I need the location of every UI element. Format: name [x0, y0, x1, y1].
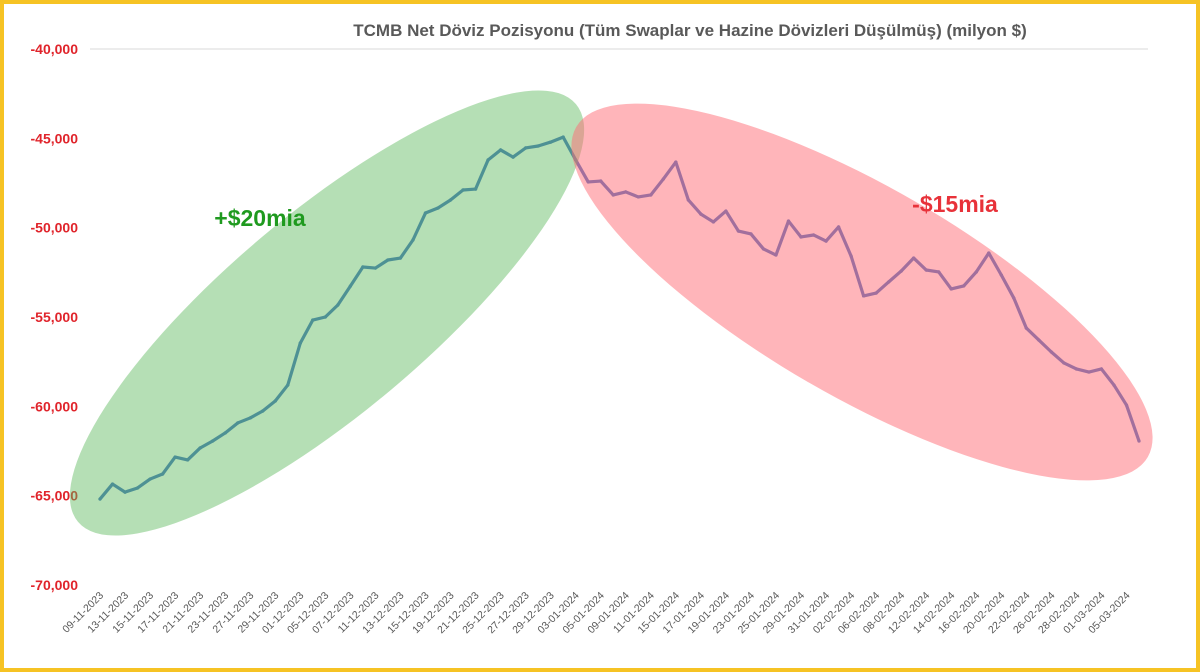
data-point [398, 256, 403, 260]
data-point [536, 144, 540, 148]
chart-title: TCMB Net Döviz Pozisyonu (Tüm Swaplar ve… [353, 21, 1027, 40]
line-segment [236, 416, 252, 425]
data-point [323, 315, 327, 319]
y-tick-label: -70,000 [31, 577, 79, 593]
data-point [411, 238, 415, 242]
line-segment [135, 477, 152, 490]
line-segment [336, 284, 352, 307]
data-point [486, 158, 490, 162]
x-axis: 09-11-202313-11-202315-11-202317-11-2023… [60, 590, 1133, 637]
line-segment [311, 315, 327, 322]
line-segment [98, 482, 115, 501]
data-point [311, 318, 315, 322]
data-point [549, 140, 553, 144]
line-segment [273, 383, 290, 403]
line-segment [461, 187, 478, 192]
data-point [524, 146, 528, 150]
data-point [236, 421, 240, 425]
data-point [186, 458, 190, 462]
line-segment [511, 146, 528, 159]
y-tick-label: -60,000 [31, 398, 79, 414]
data-point [473, 187, 478, 191]
data-point [211, 439, 215, 443]
data-point [373, 266, 377, 270]
line-segment [436, 198, 453, 210]
data-point [336, 303, 340, 307]
line-segment [386, 256, 403, 262]
line-segment [186, 446, 202, 462]
data-point [110, 482, 115, 486]
data-point [461, 188, 465, 192]
data-point [511, 155, 515, 159]
line-segment [524, 144, 540, 150]
y-tick-label: -40,000 [31, 41, 79, 57]
line-segment [361, 265, 377, 270]
line-segment [261, 399, 277, 413]
data-point [248, 416, 252, 420]
data-point [348, 284, 352, 288]
data-point [173, 455, 177, 459]
data-point [361, 265, 365, 269]
line-segment [323, 303, 340, 319]
line-segment [148, 472, 165, 481]
data-point [436, 206, 440, 210]
line-segment [373, 258, 390, 270]
line-segment [198, 439, 215, 450]
line-segment [398, 238, 415, 260]
line-segment [223, 421, 240, 435]
data-point [498, 148, 503, 152]
line-segment [448, 188, 465, 202]
line-segment [173, 455, 190, 462]
data-point [298, 341, 302, 345]
data-point [198, 446, 202, 450]
line-segment [536, 140, 553, 148]
loss-annotation: -$15mia [912, 191, 998, 217]
data-point [261, 409, 265, 413]
line-segment [248, 409, 265, 420]
line-segment [549, 135, 565, 144]
line-segment [110, 482, 127, 494]
y-tick-label: -55,000 [31, 309, 79, 325]
y-tick-label: -45,000 [31, 130, 79, 146]
data-point [561, 135, 565, 139]
data-point [286, 383, 290, 387]
line-segment [411, 211, 428, 242]
line-segment [423, 206, 440, 215]
line-segment [160, 455, 177, 476]
data-point [148, 477, 152, 481]
gain-highlight-ellipse [69, 90, 585, 536]
data-point [160, 472, 165, 476]
data-point [98, 497, 102, 501]
line-segment [498, 148, 515, 159]
data-point [273, 399, 277, 403]
line-segment [486, 148, 503, 162]
data-point [423, 211, 428, 215]
line-segment [211, 431, 227, 443]
line-segment [298, 318, 315, 345]
line-segment [473, 158, 490, 191]
y-tick-label: -65,000 [31, 488, 79, 504]
loss-highlight-ellipse [571, 103, 1153, 481]
data-point [223, 431, 227, 435]
data-point [448, 198, 453, 202]
y-axis: -40,000 -45,000 -50,000 -55,000 -60,000 -65,0… [31, 41, 79, 593]
gain-annotation: +$20mia [214, 205, 306, 231]
line-segment [348, 265, 365, 288]
line-segment [286, 341, 302, 387]
data-point [135, 486, 140, 490]
y-tick-label: -50,000 [31, 220, 79, 236]
data-point [386, 258, 390, 262]
line-segment [123, 486, 140, 494]
data-point [123, 490, 127, 494]
